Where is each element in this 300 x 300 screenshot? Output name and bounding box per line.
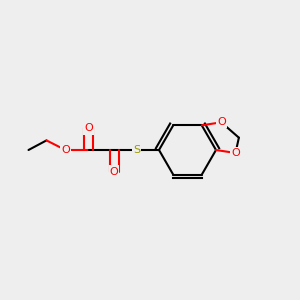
Text: O: O: [217, 117, 226, 127]
Text: O: O: [84, 123, 93, 134]
Text: S: S: [133, 145, 140, 155]
Text: O: O: [61, 145, 70, 155]
Text: O: O: [231, 148, 240, 158]
Text: O: O: [110, 167, 118, 177]
